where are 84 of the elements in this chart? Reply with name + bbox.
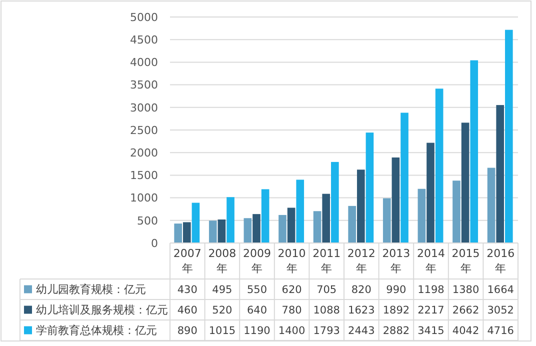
bar (252, 214, 260, 243)
bar (400, 112, 408, 243)
bar (461, 122, 470, 243)
y-tick-label: 4000 (130, 56, 158, 70)
data-label: 1198 (418, 284, 444, 296)
bar (392, 157, 400, 243)
data-label: 520 (212, 304, 232, 316)
x-tick-label: 2010年 (278, 247, 306, 275)
data-label: 1015 (208, 324, 236, 337)
x-tick-label: 2008年 (208, 247, 236, 275)
data-label: 990 (386, 284, 406, 296)
data-label: 640 (246, 304, 268, 316)
x-tick-label: 2009年 (243, 247, 271, 275)
data-label: 1892 (382, 304, 410, 316)
bar (261, 189, 270, 243)
legend-label: 幼儿园教育规模：亿元 (36, 283, 146, 296)
legend-label: 学前教育总体规模：亿元 (36, 324, 157, 338)
bar (452, 180, 460, 243)
bar (192, 202, 200, 243)
bar (426, 142, 434, 243)
data-label: 3415 (418, 324, 444, 337)
data-label: 550 (246, 284, 268, 296)
data-label: 3052 (487, 304, 514, 316)
bar (356, 170, 365, 243)
y-tick-label: 1500 (130, 169, 158, 182)
y-tick-label: 5000 (130, 10, 158, 24)
bar (174, 224, 182, 243)
bar (435, 88, 444, 243)
bar (382, 198, 391, 243)
data-label: 2882 (382, 324, 410, 337)
y-tick-label: 4500 (130, 33, 158, 46)
bar (496, 105, 504, 243)
data-label: 1380 (452, 284, 480, 296)
data-label: 2217 (418, 304, 444, 316)
y-tick-label: 500 (137, 214, 158, 228)
bar (296, 180, 304, 243)
data-label: 1400 (278, 324, 306, 337)
bar (313, 211, 322, 243)
bar (470, 60, 478, 243)
data-label: 1793 (313, 324, 340, 337)
data-label: 2443 (348, 324, 375, 337)
data-label: 4716 (487, 324, 514, 337)
bar (226, 197, 234, 243)
bar (348, 206, 356, 243)
data-label: 2662 (452, 304, 480, 316)
data-label: 4042 (452, 324, 480, 337)
bar (244, 218, 252, 243)
data-label: 1623 (348, 304, 375, 316)
data-label: 620 (282, 284, 302, 296)
bar (487, 168, 496, 243)
y-tick-label: 0 (151, 236, 158, 250)
bar (366, 132, 374, 243)
x-tick-label: 2011年 (312, 247, 341, 275)
data-label: 460 (177, 304, 198, 316)
data-label: 705 (316, 284, 337, 296)
data-label: 780 (282, 304, 302, 316)
x-tick-label: 2013年 (382, 247, 410, 275)
y-tick-label: 3000 (130, 101, 158, 114)
x-tick-label: 2007年 (173, 247, 202, 275)
data-label: 890 (177, 324, 198, 337)
bar (505, 30, 513, 243)
x-tick-label: 2016年 (486, 247, 515, 275)
y-tick-label: 2000 (130, 146, 158, 160)
y-tick-label: 1000 (130, 192, 158, 205)
data-label: 820 (351, 284, 372, 296)
bar (182, 222, 191, 243)
bar (278, 214, 286, 243)
x-tick-label: 2012年 (347, 247, 376, 275)
bar (322, 194, 330, 243)
data-label: 1190 (244, 324, 270, 337)
bar (218, 219, 226, 243)
bar (331, 162, 339, 243)
x-tick-label: 2015年 (452, 247, 480, 275)
x-tick-label: 2014年 (417, 247, 445, 275)
data-label: 430 (177, 284, 198, 296)
y-tick-label: 2500 (130, 124, 158, 137)
legend-label: 幼儿培训及服务规模：亿元 (36, 304, 168, 317)
data-label: 495 (212, 284, 232, 296)
data-label: 1088 (313, 304, 340, 316)
bar (287, 208, 296, 243)
bar (208, 220, 217, 243)
bar (418, 188, 426, 243)
y-tick-label: 3500 (130, 78, 158, 92)
data-label: 1664 (487, 284, 514, 296)
